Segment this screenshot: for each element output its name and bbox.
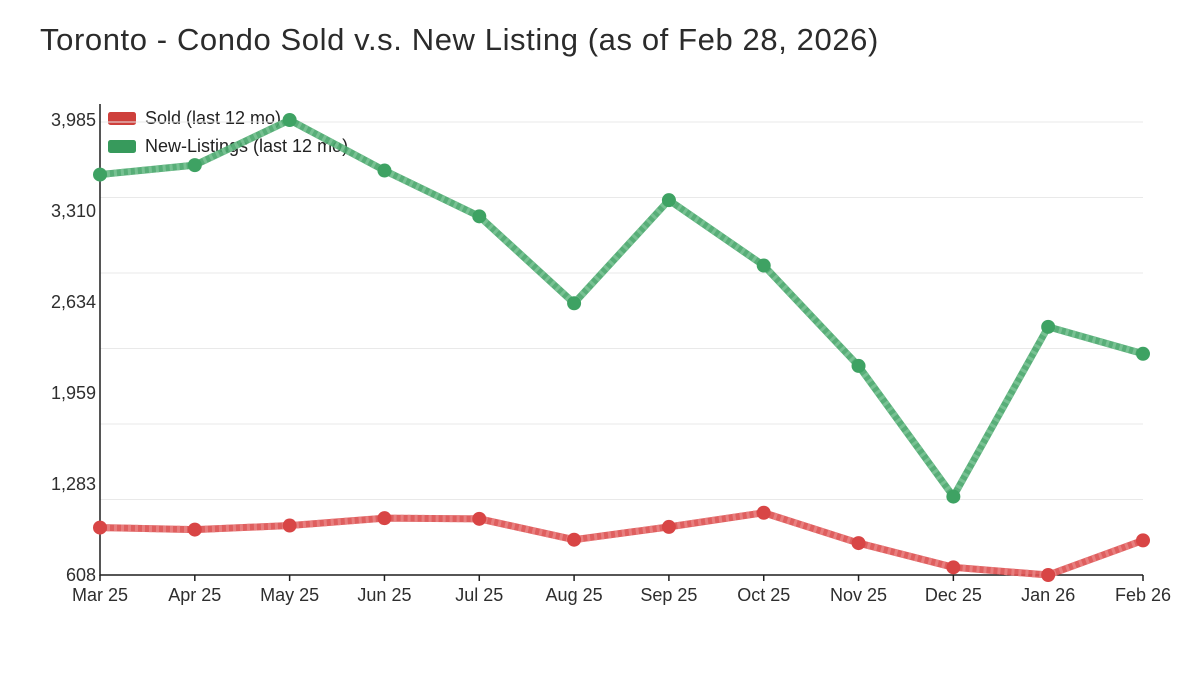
new-listings-point xyxy=(472,209,487,224)
y-tick-label: 608 xyxy=(66,565,96,585)
sold-line xyxy=(96,509,1147,579)
sold-point xyxy=(1136,533,1150,548)
y-tick-label: 3,985 xyxy=(51,110,96,130)
new-listings-point xyxy=(661,193,676,208)
legend-label-new-listings: New-Listings (last 12 mo) xyxy=(145,135,349,156)
x-tick-label: Mar 25 xyxy=(72,585,128,605)
sold-point xyxy=(1041,568,1056,582)
sold-point xyxy=(282,518,297,533)
x-tick-label: Jul 25 xyxy=(455,585,503,605)
x-tick-label: Dec 25 xyxy=(925,585,982,605)
x-tick-label: Nov 25 xyxy=(830,585,887,605)
new-listings-point xyxy=(946,489,961,504)
x-tick-label: Aug 25 xyxy=(546,585,603,605)
x-tick-label: Oct 25 xyxy=(737,585,790,605)
new-listings-point xyxy=(93,167,107,182)
x-tick-label: Feb 26 xyxy=(1115,585,1171,605)
x-tick-label: Sep 25 xyxy=(640,585,697,605)
x-tick-label: Jan 26 xyxy=(1021,585,1075,605)
x-tick-label: Jun 25 xyxy=(357,585,411,605)
new-listings-point xyxy=(1041,319,1056,334)
legend-item-new-listings[interactable]: New-Listings (last 12 mo) xyxy=(108,132,348,160)
y-tick-label: 1,283 xyxy=(51,474,96,494)
new-listings-point xyxy=(756,258,771,273)
sold-point xyxy=(472,511,487,526)
sold-point xyxy=(756,505,771,520)
sold-point xyxy=(93,520,107,535)
sold-point xyxy=(377,511,392,526)
chart-title: Toronto - Condo Sold v.s. New Listing (a… xyxy=(40,22,879,57)
new-listings-point xyxy=(187,158,202,173)
y-tick-label: 3,310 xyxy=(51,201,96,221)
x-tick-label: May 25 xyxy=(260,585,319,605)
sold-point xyxy=(946,560,961,575)
new-listings-point xyxy=(282,113,297,127)
new-listings-point xyxy=(1136,346,1150,361)
legend-swatch-new-listings-icon xyxy=(108,139,136,153)
x-tick-label: Apr 25 xyxy=(168,585,221,605)
axis-lines xyxy=(99,104,1143,576)
sold-point xyxy=(567,532,582,547)
legend-swatch-sold-icon xyxy=(108,111,136,125)
new-listings-point xyxy=(377,163,392,178)
y-tick-label: 1,959 xyxy=(51,383,96,403)
y-tick-label: 2,634 xyxy=(51,292,96,312)
sold-point xyxy=(187,522,202,537)
new-listings-line-stripes xyxy=(99,116,1144,501)
new-listings-line xyxy=(96,116,1147,501)
sold-point xyxy=(851,536,866,551)
sold-point xyxy=(661,519,676,534)
new-listings-point xyxy=(851,358,866,373)
new-listings-point xyxy=(567,296,582,311)
sold-line-stripes xyxy=(99,509,1145,579)
